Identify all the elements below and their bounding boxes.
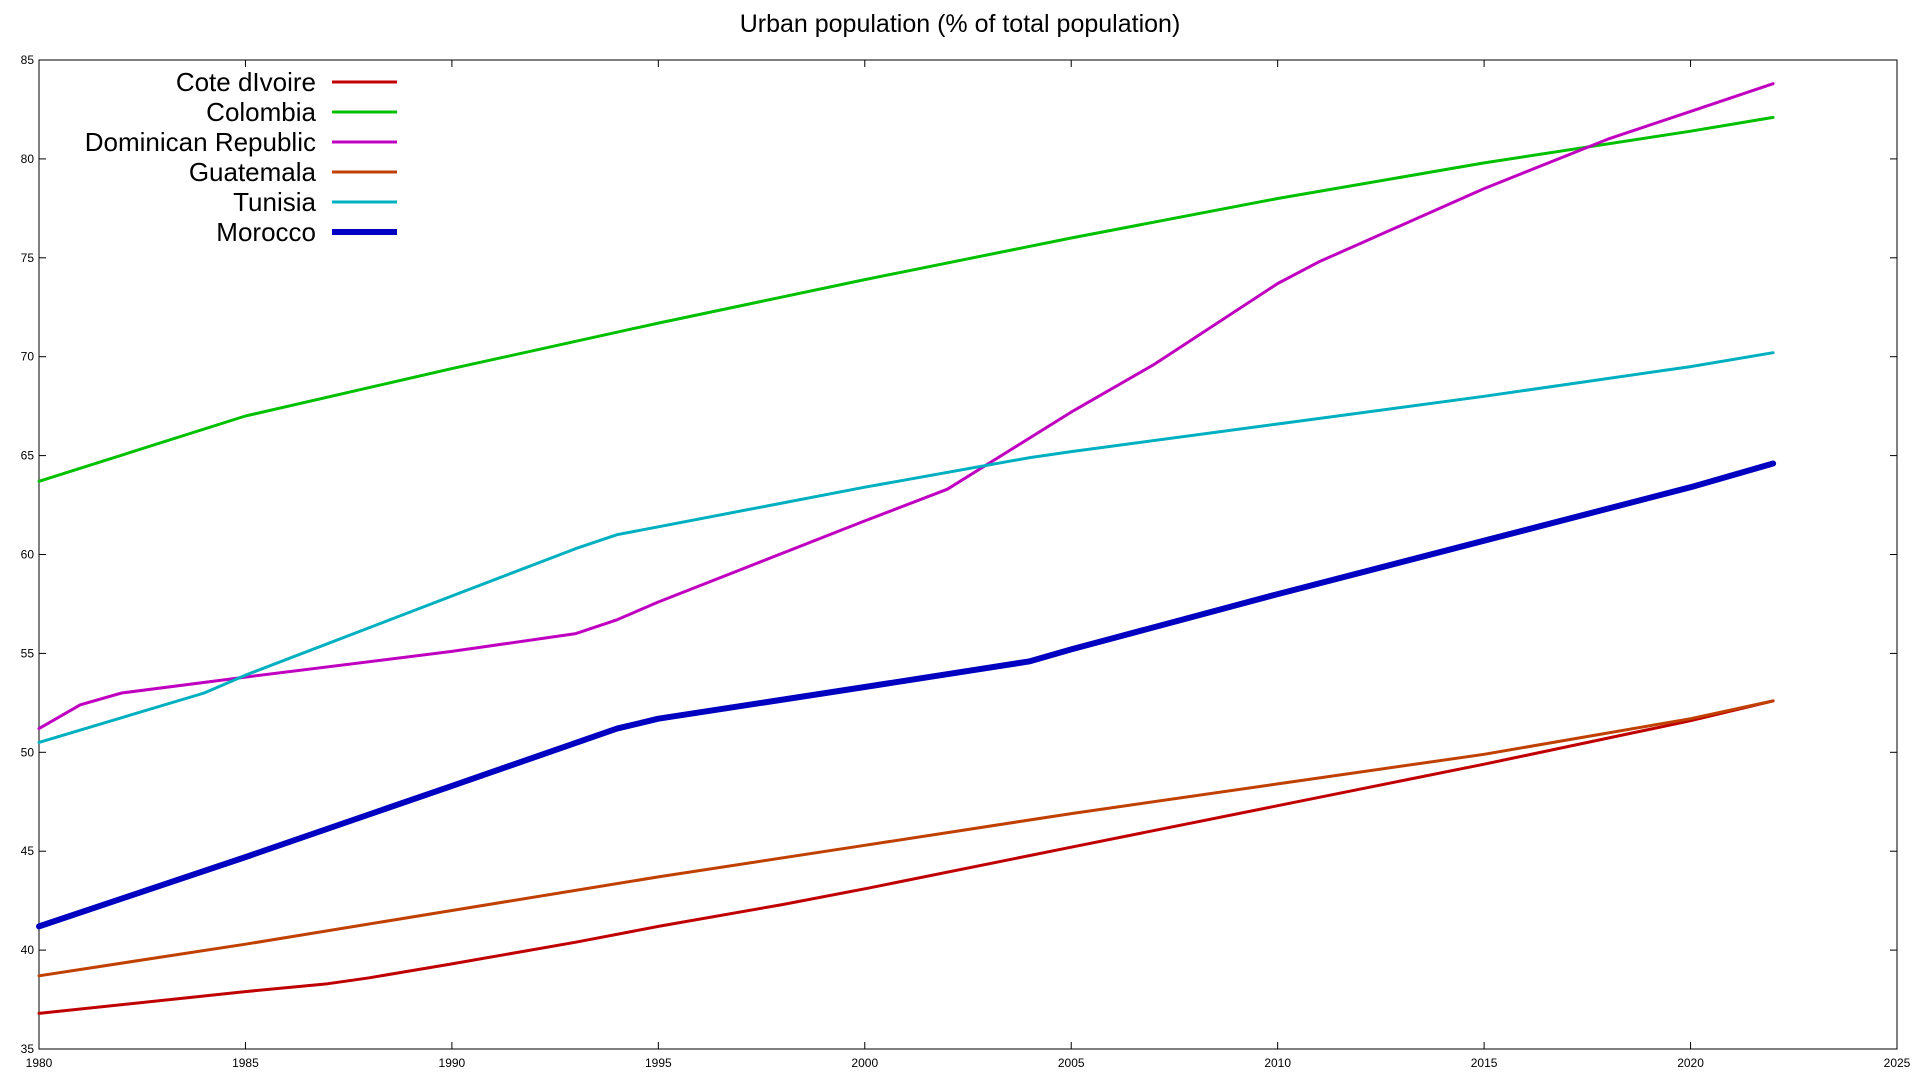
x-tick-label: 2025 [1884,1056,1911,1070]
legend-label-guatemala: Guatemala [189,157,317,187]
series-lines [36,82,1777,1015]
legend-label-cote-divoire: Cote dIvoire [176,67,316,97]
x-tick-label: 1980 [26,1056,53,1070]
series-line-guatemala [37,699,1775,978]
y-tick-label: 50 [21,745,35,759]
series-line-morocco [36,460,1777,930]
x-tick-label: 2005 [1058,1056,1085,1070]
legend-label-morocco: Morocco [216,217,316,247]
plot-frame [38,59,1898,1050]
legend-label-tunisia: Tunisia [233,187,316,217]
y-tick-label: 45 [21,844,35,858]
y-tick-label: 70 [21,350,35,364]
y-tick-label: 65 [21,449,35,463]
x-tick-label: 2020 [1677,1056,1704,1070]
x-tick-label: 2015 [1471,1056,1498,1070]
series-line-dominican-republic [37,82,1775,731]
x-tick-label: 1990 [439,1056,466,1070]
x-tick-label: 1995 [645,1056,672,1070]
x-tick-label: 2000 [851,1056,878,1070]
chart-title: Urban population (% of total population) [739,10,1181,38]
x-tick-label: 1985 [232,1056,259,1070]
y-tick-label: 35 [21,1042,35,1056]
y-tick-label: 40 [21,943,35,957]
legend-label-colombia: Colombia [206,97,316,127]
y-tick-label: 75 [21,251,35,265]
x-tick-label: 2010 [1264,1056,1291,1070]
y-tick-label: 85 [21,53,35,67]
series-line-tunisia [37,351,1775,744]
legend-label-dominican-republic: Dominican Republic [85,127,316,157]
y-tick-label: 80 [21,152,35,166]
y-tick-label: 60 [21,548,35,562]
series-line-cote-divoire [37,699,1775,1015]
y-tick-label: 55 [21,646,35,660]
axes: 1980 1985 1990 1995 2000 2005 2010 2015 2020 2025… [21,53,1911,1070]
